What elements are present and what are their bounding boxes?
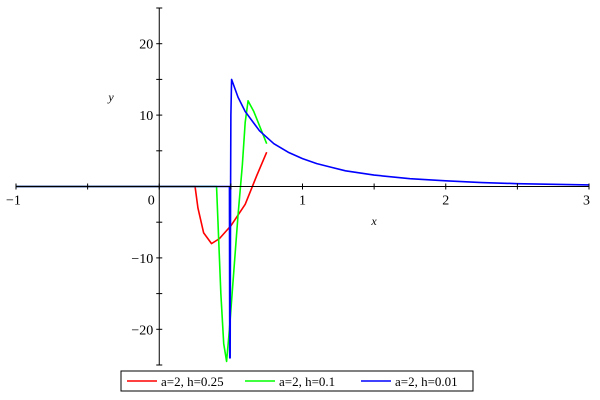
- legend-label-2: a=2, h=0.1: [279, 374, 335, 389]
- legend-label-1: a=2, h=0.25: [161, 374, 224, 389]
- legend-label-3: a=2, h=0.01: [395, 374, 458, 389]
- series-line-3: [16, 78, 590, 359]
- y-tick-label: −10: [131, 252, 153, 267]
- x-tick-label: 3: [583, 194, 590, 209]
- x-axis-label: x: [370, 214, 377, 228]
- y-tick-label: 20: [139, 38, 153, 53]
- x-tick-label: −1: [6, 194, 21, 209]
- series-line-1: [16, 151, 268, 245]
- x-tick-label: 1: [299, 194, 306, 209]
- legend-box: [120, 370, 474, 392]
- legend: a=2, h=0.25 a=2, h=0.1 a=2, h=0.01: [120, 370, 474, 392]
- y-tick-label: −20: [131, 323, 153, 338]
- series-line-2: [16, 100, 268, 363]
- y-tick-label: 10: [139, 109, 153, 124]
- y-axis-label: y: [107, 90, 114, 104]
- x-tick-label: 0: [148, 194, 155, 209]
- series-layer: [16, 78, 590, 363]
- x-tick-label: 2: [442, 194, 449, 209]
